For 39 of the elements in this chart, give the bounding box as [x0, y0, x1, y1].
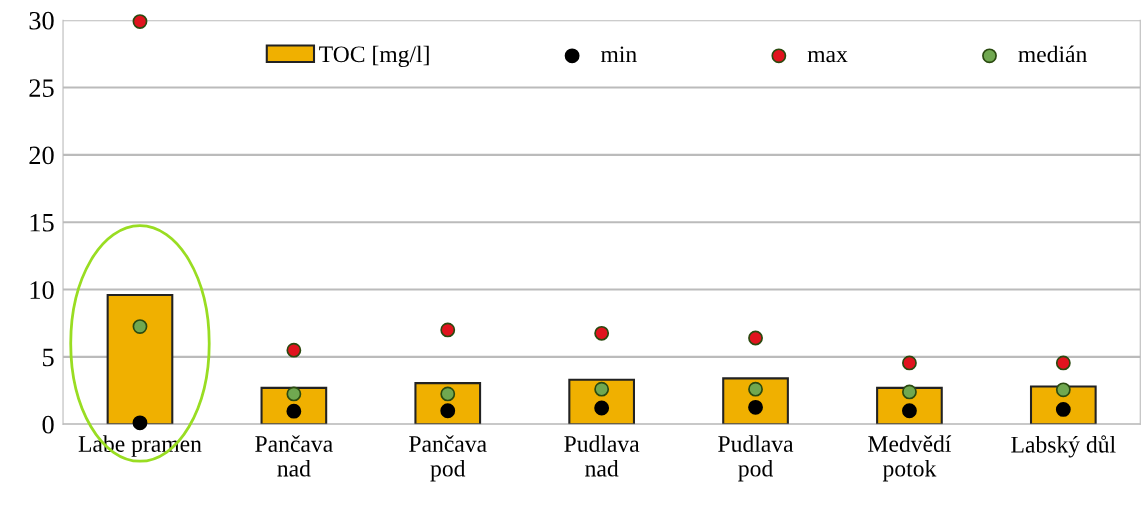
- point: [902, 403, 917, 419]
- x-tick-label: Pančava pod: [409, 435, 487, 482]
- x-tick-label: Pudlava nad: [564, 435, 640, 477]
- x-tick-label: Pančava nad: [255, 435, 333, 477]
- point: [440, 322, 456, 338]
- legend-label: medián: [1018, 45, 1087, 63]
- point: [1055, 355, 1071, 371]
- point: [440, 386, 456, 402]
- point: [132, 319, 148, 334]
- legend-label: min: [600, 46, 637, 63]
- point: [132, 14, 148, 29]
- point: [902, 384, 917, 400]
- point: [1055, 401, 1071, 417]
- x-tick-label: Medvědí potok: [868, 435, 952, 482]
- y-tick-label: 10: [30, 281, 54, 299]
- point: [286, 403, 302, 419]
- point: [594, 381, 610, 397]
- y-tick-label: 15: [30, 213, 54, 232]
- y-tick-label: 30: [29, 11, 54, 30]
- y-tick-label: 20: [29, 146, 54, 165]
- point: [286, 386, 302, 402]
- point: [594, 325, 610, 341]
- point: [748, 330, 763, 346]
- bar: [106, 293, 174, 425]
- x-tick-label: Labský důl: [1011, 435, 1116, 458]
- point: [286, 342, 302, 358]
- y-tick-label: 5: [43, 348, 54, 367]
- point: [440, 403, 456, 419]
- point: [748, 399, 763, 415]
- point: [132, 415, 148, 431]
- point: [594, 400, 610, 416]
- legend-label: max: [807, 50, 848, 63]
- y-tick-label: 0: [42, 415, 54, 434]
- point: [1055, 382, 1071, 398]
- y-tick-label: 25: [29, 79, 54, 97]
- legend-label: TOC [mg/l]: [319, 45, 429, 68]
- point: [902, 355, 917, 371]
- point: [748, 381, 763, 397]
- x-tick-label: Pudlava pod: [718, 435, 794, 482]
